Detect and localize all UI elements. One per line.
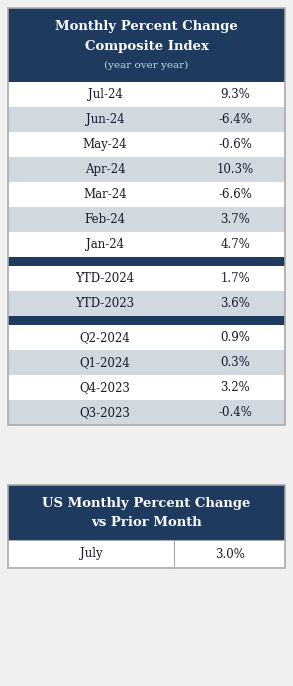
Text: -6.4%: -6.4% xyxy=(218,113,252,126)
Text: YTD-2023: YTD-2023 xyxy=(75,297,134,310)
Text: -6.6%: -6.6% xyxy=(218,188,252,201)
Text: 4.7%: 4.7% xyxy=(220,238,250,251)
Text: YTD-2024: YTD-2024 xyxy=(75,272,134,285)
Bar xyxy=(8,485,285,540)
Bar xyxy=(8,207,285,232)
Text: Jan-24: Jan-24 xyxy=(86,238,124,251)
Bar xyxy=(8,266,285,291)
Text: -0.6%: -0.6% xyxy=(218,138,252,151)
Bar xyxy=(8,232,285,257)
Text: 10.3%: 10.3% xyxy=(217,163,254,176)
Text: Jul-24: Jul-24 xyxy=(88,88,122,101)
Bar xyxy=(8,182,285,207)
Bar xyxy=(8,132,285,157)
Text: Apr-24: Apr-24 xyxy=(85,163,125,176)
Bar xyxy=(8,316,285,325)
Text: 3.7%: 3.7% xyxy=(220,213,250,226)
Text: Q3-2023: Q3-2023 xyxy=(79,406,130,419)
Text: (year over year): (year over year) xyxy=(104,61,189,70)
Text: Q1-2024: Q1-2024 xyxy=(80,356,130,369)
Text: Q4-2023: Q4-2023 xyxy=(79,381,130,394)
Text: Q2-2024: Q2-2024 xyxy=(80,331,130,344)
Text: 3.2%: 3.2% xyxy=(220,381,250,394)
Bar xyxy=(8,375,285,400)
Text: 9.3%: 9.3% xyxy=(220,88,250,101)
Bar xyxy=(8,540,285,568)
Bar xyxy=(8,485,285,568)
Bar xyxy=(8,82,285,107)
Bar xyxy=(8,8,285,82)
Bar xyxy=(8,157,285,182)
Bar xyxy=(8,325,285,350)
Text: 3.0%: 3.0% xyxy=(215,547,245,560)
Text: Monthly Percent Change: Monthly Percent Change xyxy=(55,20,238,33)
Text: Feb-24: Feb-24 xyxy=(84,213,125,226)
Text: 0.3%: 0.3% xyxy=(220,356,250,369)
Text: 1.7%: 1.7% xyxy=(220,272,250,285)
Text: 0.9%: 0.9% xyxy=(220,331,250,344)
Text: -0.4%: -0.4% xyxy=(218,406,252,419)
Bar xyxy=(8,350,285,375)
Text: 3.6%: 3.6% xyxy=(220,297,250,310)
Bar xyxy=(8,291,285,316)
Text: Composite Index: Composite Index xyxy=(85,40,208,53)
Text: July: July xyxy=(80,547,103,560)
Text: vs Prior Month: vs Prior Month xyxy=(91,516,202,529)
Text: May-24: May-24 xyxy=(83,138,127,151)
Bar xyxy=(8,8,285,425)
Bar xyxy=(8,107,285,132)
Text: Jun-24: Jun-24 xyxy=(86,113,124,126)
Text: US Monthly Percent Change: US Monthly Percent Change xyxy=(42,497,251,510)
Bar xyxy=(8,257,285,266)
Text: Mar-24: Mar-24 xyxy=(83,188,127,201)
Bar xyxy=(8,400,285,425)
